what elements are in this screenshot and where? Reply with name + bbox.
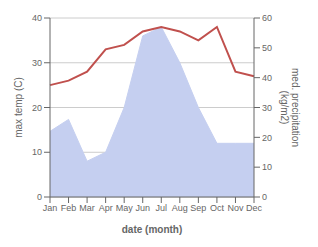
svg-text:10: 10 <box>262 162 272 172</box>
svg-text:20: 20 <box>262 133 272 143</box>
svg-text:May: May <box>116 203 134 213</box>
svg-text:Aug: Aug <box>172 203 188 213</box>
svg-text:50: 50 <box>262 43 272 53</box>
svg-text:max temp (C): max temp (C) <box>13 77 24 138</box>
svg-text:20: 20 <box>32 103 42 113</box>
svg-text:Jul: Jul <box>156 203 168 213</box>
svg-text:med. precipitation(kg/m2): med. precipitation(kg/m2) <box>279 68 301 147</box>
svg-text:Feb: Feb <box>61 203 77 213</box>
svg-text:Nov: Nov <box>227 203 244 213</box>
svg-text:Sep: Sep <box>190 203 206 213</box>
svg-text:60: 60 <box>262 13 272 23</box>
svg-text:40: 40 <box>32 13 42 23</box>
svg-text:Jun: Jun <box>135 203 150 213</box>
svg-text:Oct: Oct <box>210 203 225 213</box>
svg-text:Mar: Mar <box>79 203 95 213</box>
svg-text:10: 10 <box>32 147 42 157</box>
svg-text:40: 40 <box>262 73 272 83</box>
svg-text:date (month): date (month) <box>122 224 183 235</box>
svg-text:Apr: Apr <box>99 203 113 213</box>
svg-text:30: 30 <box>262 103 272 113</box>
svg-text:30: 30 <box>32 58 42 68</box>
svg-text:0: 0 <box>262 192 267 202</box>
svg-text:Dec: Dec <box>246 203 263 213</box>
svg-text:Jan: Jan <box>43 203 58 213</box>
svg-text:0: 0 <box>37 192 42 202</box>
